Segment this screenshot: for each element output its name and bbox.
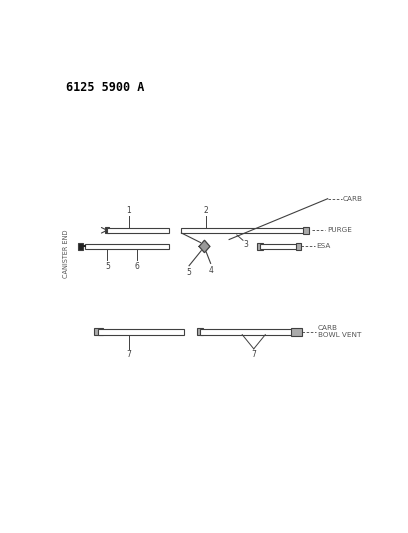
- Text: 5: 5: [186, 268, 191, 277]
- Bar: [106, 228, 169, 233]
- Text: CARB
BOWL VENT: CARB BOWL VENT: [318, 326, 361, 338]
- Bar: [78, 243, 83, 251]
- Bar: [85, 244, 169, 249]
- Bar: [93, 328, 103, 335]
- Text: 4: 4: [208, 265, 213, 274]
- Bar: [304, 227, 309, 234]
- Bar: [257, 243, 263, 250]
- Text: 1: 1: [126, 206, 131, 215]
- Bar: [296, 243, 301, 250]
- Text: ESA: ESA: [316, 244, 330, 249]
- Text: CANISTER END: CANISTER END: [63, 230, 69, 278]
- Bar: [182, 228, 306, 233]
- Text: CARB: CARB: [343, 196, 363, 201]
- Text: 7: 7: [251, 350, 256, 359]
- Polygon shape: [199, 240, 210, 253]
- Bar: [200, 329, 297, 335]
- Text: 7: 7: [126, 350, 131, 359]
- Bar: [260, 244, 298, 249]
- Bar: [197, 328, 202, 335]
- Bar: [105, 227, 109, 233]
- Text: 5: 5: [105, 262, 110, 271]
- Bar: [98, 329, 184, 335]
- Text: 6: 6: [134, 262, 139, 271]
- Text: 3: 3: [243, 240, 248, 249]
- Bar: [291, 328, 302, 336]
- Text: 6125 5900 A: 6125 5900 A: [66, 81, 144, 94]
- Text: 2: 2: [204, 206, 208, 215]
- Text: PURGE: PURGE: [327, 227, 352, 233]
